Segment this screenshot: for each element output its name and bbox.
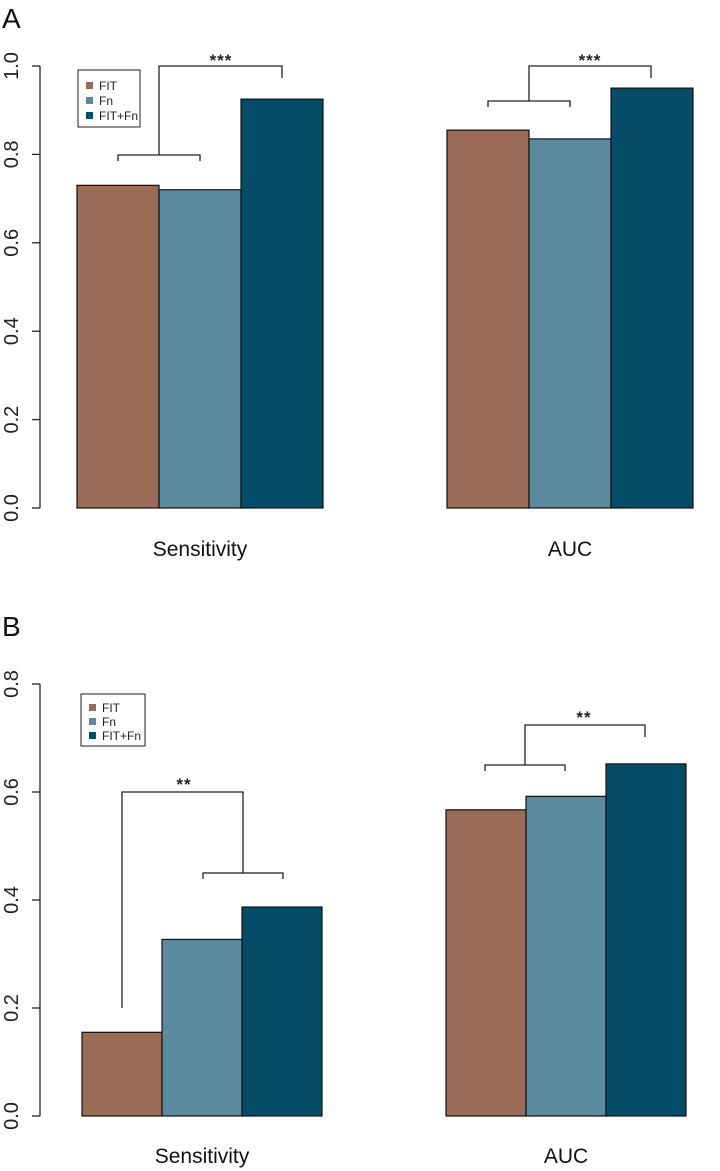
panel-a-legend-swatch-fn	[86, 97, 93, 104]
panel-b-significance-bracket-sensitivity-pair	[202, 872, 284, 879]
panel-b-bar-sensitivity-fit-plus-fn	[241, 906, 323, 1117]
panel-b-legend-swatch-fit-plus-fn	[89, 732, 96, 739]
panel-b-chart: B 0.0 0.2 0.4 0.6 0.8 Sensitivity AUC ** ** FITFnF…	[1, 611, 687, 1168]
panel-b-category-label-sensitivity: Sensitivity	[155, 1145, 250, 1168]
panel-a-y-tick-label: 0.6	[1, 229, 23, 257]
panel-a-significance-bracket-sensitivity-pair	[117, 154, 201, 161]
panel-b-significance-bracket-sensitivity-link	[121, 791, 244, 1008]
panel-b-significance-bracket-sensitivity-label: **	[176, 775, 191, 794]
panel-a-y-tick-label: 0.0	[1, 494, 23, 522]
panel-a-significance-bracket-auc-link	[528, 65, 652, 101]
panel-a-significance-bracket-sensitivity-link	[158, 65, 283, 155]
panel-a-bar-auc-fn	[528, 138, 612, 509]
panel-a-legend-label-fit: FIT	[99, 79, 118, 93]
panel-a-legend-label-fn: Fn	[99, 94, 113, 108]
panel-b-y-tick-label: 0.2	[1, 994, 23, 1022]
panel-a-y-tick-label: 0.8	[1, 140, 23, 168]
panel-b-significance-bracket-auc-label: **	[576, 708, 591, 727]
panel-a-significance-bracket-auc-label: ***	[579, 51, 602, 70]
panel-a-chart: A 0.0 0.2 0.4 0.6 0.8 1.0 Sensitivity AUC *** *** F…	[1, 3, 694, 561]
panel-a-bar-sensitivity-fit-plus-fn	[240, 98, 324, 509]
panel-b-bar-auc-fn	[525, 795, 607, 1117]
panel-a-legend-swatch-fit-plus-fn	[86, 112, 93, 119]
panel-a-y-tick-label: 0.4	[1, 317, 23, 345]
panel-a-y-tick-label: 1.0	[1, 52, 23, 80]
panel-a-category-label-sensitivity: Sensitivity	[153, 538, 248, 561]
panel-b-legend-label-fit-plus-fn: FIT+Fn	[102, 729, 141, 743]
panel-b-legend-label-fn: Fn	[102, 715, 116, 729]
panel-b-letter: B	[2, 611, 21, 642]
panel-a-significance-bracket-sensitivity-label: ***	[210, 51, 233, 70]
panel-b-category-label-auc: AUC	[544, 1145, 588, 1168]
panel-b-legend-label-fit: FIT	[102, 701, 121, 715]
panel-b-significance-bracket-auc-pair	[484, 764, 566, 771]
panel-b-y-tick-label: 0.6	[1, 778, 23, 806]
panel-a-legend-label-fit-plus-fn: FIT+Fn	[99, 109, 138, 123]
panel-b-bar-sensitivity-fit	[81, 1031, 163, 1117]
panel-a-bar-auc-fit-plus-fn	[610, 87, 694, 509]
panel-b-significance-bracket-auc-link	[524, 724, 646, 765]
panel-b-y-tick-label: 0.0	[1, 1102, 23, 1130]
panel-b-bar-auc-fit-plus-fn	[605, 763, 687, 1117]
panel-a-legend-swatch-fit	[86, 82, 93, 89]
panel-a-letter: A	[2, 3, 21, 34]
panel-b-bar-sensitivity-fn	[161, 938, 243, 1117]
panel-b-bar-auc-fit	[445, 809, 527, 1117]
panel-b-legend-swatch-fn	[89, 718, 96, 725]
panel-a-bar-sensitivity-fit	[76, 184, 160, 509]
panel-a-bar-auc-fit	[446, 129, 530, 509]
panel-a-bar-sensitivity-fn	[158, 189, 242, 509]
panel-a-category-label-auc: AUC	[548, 538, 592, 561]
panel-b-y-tick-label: 0.8	[1, 670, 23, 698]
panel-b-legend-swatch-fit	[89, 704, 96, 711]
panel-a-y-tick-label: 0.2	[1, 406, 23, 434]
panel-b-y-tick-label: 0.4	[1, 886, 23, 914]
panel-a-significance-bracket-auc-pair	[487, 100, 571, 107]
